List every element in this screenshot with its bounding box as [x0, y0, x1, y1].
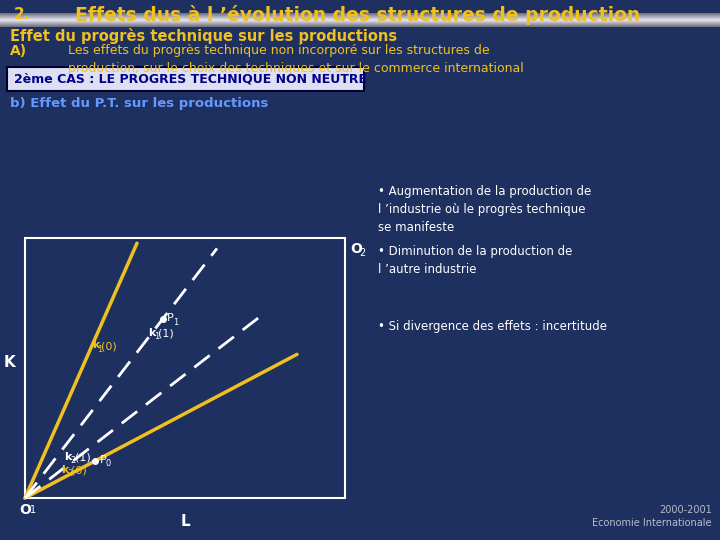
- Text: 1: 1: [153, 332, 159, 341]
- Bar: [0, 15, 720, 16]
- Text: 1: 1: [30, 505, 36, 515]
- Bar: [0, 20, 720, 21]
- Text: k: k: [148, 328, 156, 338]
- Text: (1): (1): [158, 329, 174, 339]
- Text: O: O: [350, 242, 362, 256]
- Text: K: K: [4, 355, 15, 370]
- Text: (0): (0): [71, 465, 87, 476]
- Text: 2: 2: [71, 456, 76, 465]
- Bar: [0, 24, 720, 25]
- Text: Les effets du progrès technique non incorporé sur les structures de
production, : Les effets du progrès technique non inco…: [68, 44, 523, 75]
- Text: 2: 2: [359, 248, 365, 258]
- Text: O: O: [19, 503, 31, 517]
- Text: L: L: [180, 514, 190, 529]
- Bar: [0, 18, 720, 19]
- Text: (0): (0): [101, 341, 117, 352]
- Bar: [0, 13, 720, 14]
- Text: k: k: [61, 465, 69, 475]
- Bar: [0, 16, 720, 17]
- Text: Effet du progrès technique sur les productions: Effet du progrès technique sur les produ…: [10, 28, 397, 44]
- Bar: [0, 22, 720, 23]
- Bar: [0, 14, 720, 15]
- Text: (1): (1): [75, 453, 90, 463]
- Bar: [0, 19, 720, 20]
- Text: A): A): [10, 44, 27, 58]
- Bar: [0, 25, 720, 26]
- Text: 1: 1: [97, 346, 102, 354]
- Bar: [0, 17, 720, 18]
- Text: 2: 2: [68, 469, 73, 478]
- Bar: [0, 23, 720, 24]
- Bar: [0, 21, 720, 22]
- Text: k: k: [65, 452, 72, 462]
- Text: 2.: 2.: [14, 7, 30, 22]
- Text: P: P: [99, 455, 106, 465]
- Text: • Diminution de la production de
l ’autre industrie: • Diminution de la production de l ’autr…: [378, 245, 572, 276]
- Bar: [25, 238, 345, 498]
- Text: 1: 1: [173, 318, 178, 327]
- Text: 2ème CAS : LE PROGRES TECHNIQUE NON NEUTRE: 2ème CAS : LE PROGRES TECHNIQUE NON NEUT…: [14, 72, 367, 85]
- Text: P: P: [166, 313, 174, 323]
- Text: b) Effet du P.T. sur les productions: b) Effet du P.T. sur les productions: [10, 97, 269, 110]
- Text: • Augmentation de la production de
l ’industrie où le progrès technique
se manif: • Augmentation de la production de l ’in…: [378, 185, 591, 234]
- Text: 2000-2001
Economie Internationale: 2000-2001 Economie Internationale: [593, 505, 712, 528]
- Text: k: k: [92, 340, 99, 350]
- Text: Effets dus à l ’évolution des structures de production: Effets dus à l ’évolution des structures…: [75, 5, 640, 25]
- Bar: [0, 26, 720, 27]
- FancyBboxPatch shape: [7, 67, 364, 91]
- Text: 0: 0: [105, 460, 111, 468]
- Text: • Si divergence des effets : incertitude: • Si divergence des effets : incertitude: [378, 320, 607, 333]
